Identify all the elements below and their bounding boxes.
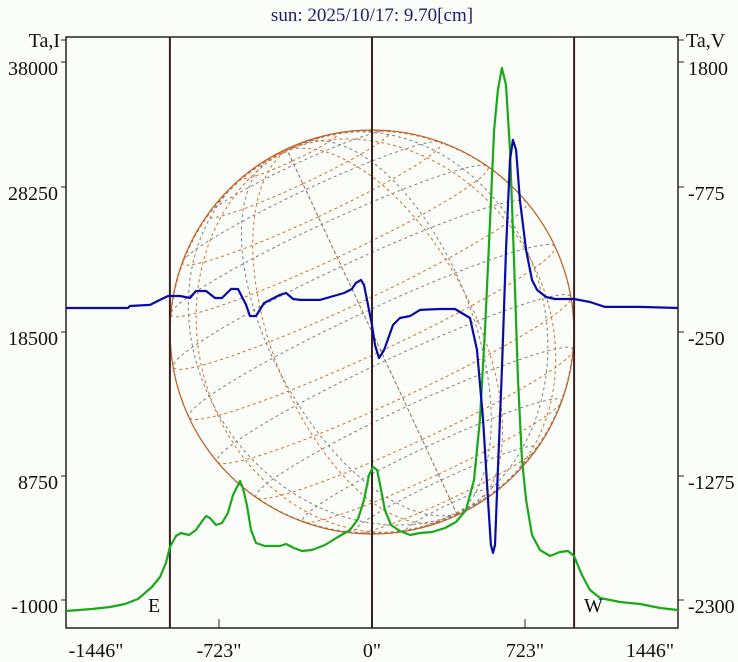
latitude-line (170, 164, 487, 315)
latitude-line (301, 398, 563, 523)
meridian-line (293, 140, 492, 515)
latitude-line (172, 199, 527, 369)
series-V-line (66, 138, 679, 555)
series-group (65, 66, 679, 613)
latitude-line (181, 216, 319, 266)
latitude-line (188, 243, 555, 419)
latitude-line (302, 130, 391, 185)
latitude-line (257, 439, 423, 500)
latitude-line (380, 245, 556, 352)
y-tick-label-right: -250 (688, 328, 725, 350)
east-label: E (148, 595, 160, 617)
meridian-line (286, 148, 458, 515)
latitude-line (173, 302, 359, 370)
series-I-line (65, 66, 679, 613)
west-label: W (584, 595, 603, 617)
latitude-line (402, 295, 572, 399)
meridian-line (240, 151, 457, 517)
limb-markers (168, 37, 576, 628)
latitude-line (406, 484, 502, 531)
latitude-line (337, 165, 489, 258)
y-axis-label-right: Ta,V (686, 30, 726, 52)
x-tick-label: -1446" (69, 640, 124, 662)
y-tick-label-left: 28250 (8, 183, 58, 205)
x-tick-label: 1446" (626, 640, 674, 662)
latitude-line (255, 346, 574, 499)
latitude-line (217, 397, 403, 465)
y-tick-label-left: 8750 (18, 472, 58, 494)
latitude-line (216, 294, 571, 463)
x-tick-label: -723" (197, 640, 242, 662)
latitude-line (357, 498, 451, 534)
latitude-line (182, 140, 439, 263)
meridian-line (456, 240, 575, 515)
x-tick-label: 723" (506, 640, 544, 662)
y-tick-label-left: 18500 (8, 328, 58, 350)
y-tick-label-left: 38000 (8, 58, 58, 80)
meridian-line (187, 160, 458, 526)
axis-ticks: -1446" -723" 0" 723" 1446" 38000 1800 28250 -775… (8, 58, 735, 662)
y-axis-label-left: Ta,I (29, 30, 60, 52)
y-tick-label-right: -775 (688, 183, 725, 205)
y-tick-label-right: 1800 (688, 58, 728, 80)
meridian-line (287, 147, 504, 510)
latitude-line (353, 445, 538, 534)
meridian-line (286, 138, 557, 498)
latitude-line (170, 257, 338, 318)
latitude-line (305, 473, 439, 524)
x-tick-label: 0" (363, 640, 381, 662)
chart-title: sun: 2025/10/17: 9.70[cm] (271, 5, 473, 26)
latitude-line (207, 130, 387, 216)
latitude-line (421, 349, 574, 441)
latitude-line (242, 160, 293, 180)
latitude-line (358, 201, 528, 304)
latitude-line (318, 141, 443, 218)
latitude-line (244, 133, 332, 176)
y-tick-label-left: -1000 (11, 596, 58, 618)
y-tick-label-right: -2300 (688, 596, 735, 618)
latitude-line (438, 401, 562, 475)
latitude-line (292, 133, 338, 162)
meridian-line (309, 131, 549, 515)
meridian-line (252, 149, 445, 524)
y-tick-label-right: -1275 (688, 472, 735, 494)
meridian-line (195, 149, 424, 533)
